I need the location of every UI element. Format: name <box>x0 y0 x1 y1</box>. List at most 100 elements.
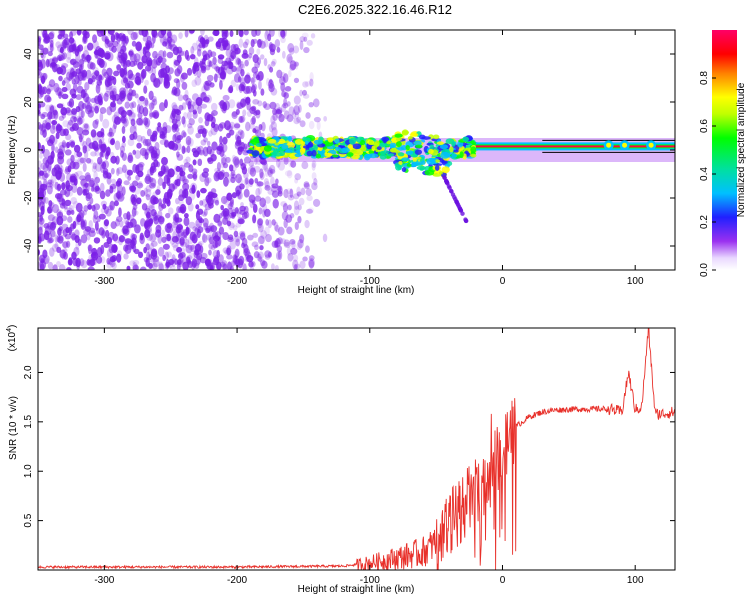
noise-point <box>186 54 191 61</box>
noise-point <box>58 226 63 232</box>
noise-point <box>186 145 191 154</box>
noise-point <box>197 104 202 115</box>
noise-point <box>110 155 117 164</box>
noise-point <box>289 239 296 245</box>
noise-point <box>157 177 164 186</box>
noise-point <box>122 228 130 236</box>
noise-point <box>282 73 289 83</box>
noise-point <box>181 116 186 125</box>
noise-point <box>276 107 283 115</box>
noise-point <box>235 173 242 184</box>
snr-panel: -300 -200 -100 0 100 0.5 1.0 1.5 2.0 Height of … <box>6 325 676 595</box>
noise-point <box>135 164 140 175</box>
noise-point <box>244 74 251 84</box>
signal-blob <box>251 150 260 157</box>
noise-point <box>157 122 162 128</box>
noise-point <box>95 83 101 94</box>
noise-point <box>85 174 92 183</box>
noise-point <box>40 195 46 206</box>
noise-point <box>69 141 76 148</box>
noise-point <box>101 68 107 77</box>
noise-point <box>290 247 298 255</box>
noise-point <box>161 229 166 237</box>
noise-point <box>164 125 172 134</box>
x-tick-label: -200 <box>227 276 247 287</box>
noise-point <box>70 58 77 65</box>
noise-point <box>185 156 191 163</box>
signal-blob <box>258 138 267 142</box>
noise-point <box>293 117 301 125</box>
noise-point <box>267 167 273 178</box>
noise-point <box>82 129 90 136</box>
noise-point <box>49 105 55 114</box>
noise-point <box>141 203 148 211</box>
noise-point <box>299 40 304 51</box>
noise-point <box>288 159 294 168</box>
noise-point <box>94 144 101 151</box>
noise-point <box>252 99 260 105</box>
noise-point <box>92 66 99 76</box>
noise-point <box>46 185 53 195</box>
noise-point <box>290 160 297 168</box>
noise-point <box>109 183 117 190</box>
noise-point <box>194 243 202 253</box>
noise-point <box>185 135 192 146</box>
noise-point <box>155 57 162 66</box>
noise-point <box>45 58 50 68</box>
noise-point <box>142 35 149 42</box>
signal-blob <box>286 141 296 149</box>
noise-point <box>140 135 146 144</box>
noise-point <box>94 70 100 77</box>
noise-point <box>98 213 106 220</box>
noise-point <box>126 265 131 270</box>
noise-point <box>213 196 219 204</box>
noise-point <box>280 104 287 113</box>
noise-point <box>120 77 128 86</box>
noise-point <box>82 209 87 216</box>
tail-blob <box>463 217 468 222</box>
noise-point <box>267 251 272 258</box>
noise-point <box>77 71 85 82</box>
noise-point <box>47 237 54 244</box>
noise-point <box>156 161 161 168</box>
signal-blob <box>398 161 403 165</box>
noise-point <box>150 249 158 260</box>
noise-point <box>129 185 136 192</box>
noise-point <box>43 222 50 229</box>
noise-point <box>181 130 186 138</box>
noise-point <box>274 224 280 233</box>
noise-point <box>115 155 120 165</box>
noise-point <box>144 138 152 147</box>
noise-point <box>283 242 291 248</box>
noise-point <box>240 68 245 77</box>
noise-point <box>44 172 49 179</box>
noise-point <box>268 164 276 174</box>
noise-point <box>283 30 288 37</box>
noise-point <box>118 106 125 116</box>
noise-point <box>101 144 106 154</box>
noise-point <box>170 89 178 96</box>
noise-point <box>169 264 176 270</box>
noise-point <box>246 255 254 263</box>
noise-point <box>87 266 95 270</box>
noise-point <box>259 197 267 208</box>
noise-point <box>257 186 263 195</box>
noise-point <box>47 214 55 222</box>
noise-point <box>231 211 237 217</box>
noise-point <box>205 64 211 71</box>
noise-point <box>182 50 187 57</box>
noise-point <box>204 39 210 45</box>
noise-point <box>61 80 66 86</box>
signal-blob <box>451 141 456 147</box>
signal-blob <box>376 146 382 151</box>
noise-point <box>116 253 122 263</box>
noise-point <box>230 260 236 267</box>
noise-point <box>252 214 257 224</box>
noise-point <box>254 177 259 184</box>
noise-point <box>102 160 110 169</box>
noise-point <box>139 95 146 102</box>
noise-point <box>47 261 54 270</box>
noise-point <box>40 58 46 69</box>
noise-point <box>71 183 78 194</box>
noise-point <box>144 79 149 86</box>
